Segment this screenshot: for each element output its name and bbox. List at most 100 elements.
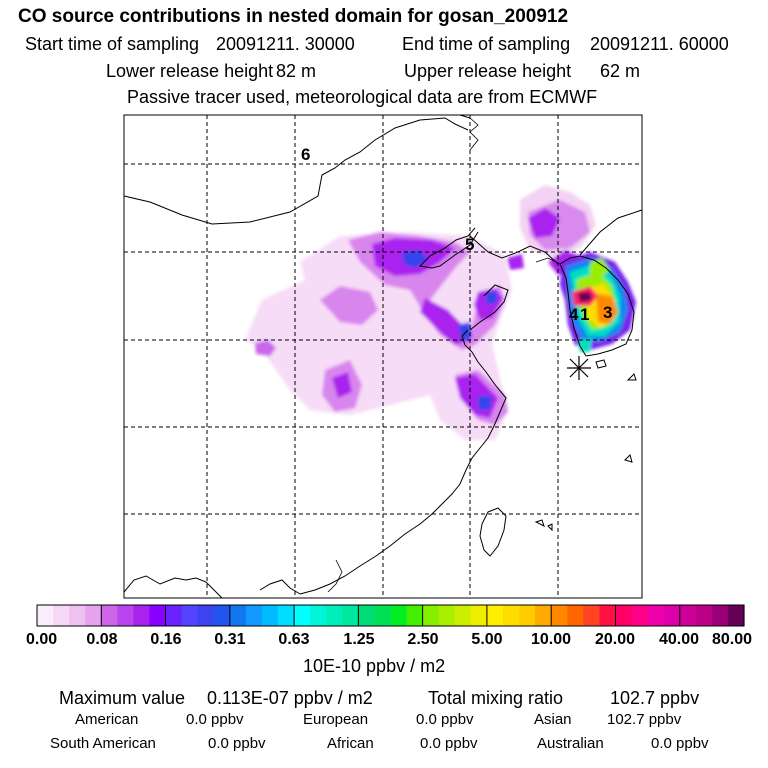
blue-core-area [402, 250, 428, 268]
blue-core-area [458, 322, 472, 342]
colorbar-swatch [631, 605, 649, 626]
region-name: Australian [537, 735, 604, 752]
colorbar-swatch [711, 605, 729, 626]
mid-concentration-area [320, 286, 378, 325]
colorbar-swatch [727, 605, 745, 626]
blue-core-area [478, 396, 492, 410]
lower-height-label: Lower release height [106, 61, 274, 81]
colorbar-swatch [663, 605, 681, 626]
colorbar-swatch [599, 605, 617, 626]
contour-label: 6 [301, 145, 310, 164]
colorbar-swatch [310, 605, 327, 626]
low-concentration-area [245, 232, 512, 440]
colorbar-swatch [326, 605, 343, 626]
colorbar-swatch [213, 605, 231, 626]
colorbar-tick-label: 0.16 [150, 631, 182, 648]
colorbar-tick-label: 40.00 [658, 631, 700, 648]
colorbar-swatch [679, 605, 697, 626]
colorbar-tick-label: 80.00 [712, 631, 753, 648]
colorbar-tick-label: 0.00 [26, 631, 58, 648]
korea-hotspot [596, 294, 618, 324]
colorbar-tick-label: 10.00 [530, 631, 572, 648]
colorbar-swatch [53, 605, 70, 626]
contour-label: 1 [580, 305, 589, 324]
end-time-label: End time of sampling [402, 34, 571, 54]
colorbar-tick-label: 2.50 [407, 631, 439, 648]
high-concentration-area [507, 254, 524, 270]
region-value: 0.0 ppbv [651, 735, 709, 752]
colorbar-swatch [535, 605, 552, 626]
colorbar-tick-label: 0.08 [86, 631, 118, 648]
total-mixing-label: Total mixing ratio [428, 688, 564, 708]
concentration-field [245, 185, 636, 440]
colorbar-units: 10E-10 ppbv / m2 [303, 656, 446, 676]
tracer-note: Passive tracer used, meteorological data… [127, 87, 598, 107]
colorbar-tick-label: 5.00 [471, 631, 503, 648]
colorbar-tick-label: 1.25 [343, 631, 375, 648]
upper-height-value: 62 m [600, 61, 641, 81]
colorbar-swatch [583, 605, 600, 626]
colorbar-swatch [519, 605, 536, 626]
region-value: 0.0 ppbv [186, 711, 244, 728]
colorbar-swatch [229, 605, 247, 626]
korea-hotspot [590, 258, 610, 278]
colorbar-tick-label: 0.63 [278, 631, 310, 648]
region-name: American [75, 711, 139, 728]
colorbar-swatch [567, 605, 584, 626]
high-concentration-area [528, 208, 560, 238]
colorbar-swatch [695, 605, 713, 626]
korea-hotspot [578, 292, 592, 302]
colorbar-tick-label: 0.31 [214, 631, 246, 648]
start-time-label: Start time of sampling [25, 34, 200, 54]
contour-label: 3 [603, 303, 612, 322]
colorbar-swatch [181, 605, 199, 626]
colorbar-swatch [358, 605, 376, 626]
colorbar-swatch [165, 605, 183, 626]
colorbar-swatch [422, 605, 440, 626]
colorbar-swatch [502, 605, 520, 626]
total-mixing-value: 102.7 ppbv [610, 688, 700, 708]
colorbar-swatch [278, 605, 295, 626]
colorbar-swatch [294, 605, 311, 626]
lower-height-value: 82 m [276, 61, 317, 81]
colorbar-swatch [390, 605, 408, 626]
colorbar-tick-label: 20.00 [594, 631, 636, 648]
blue-core-area [486, 292, 498, 304]
upper-height-label: Upper release height [404, 61, 572, 81]
colorbar-swatch [261, 605, 279, 626]
max-value-label: Maximum value [59, 688, 186, 708]
map-frame [123, 114, 643, 599]
colorbar-swatch [245, 605, 263, 626]
colorbar-swatch [37, 605, 54, 626]
plot-title: CO source contributions in nested domain… [18, 6, 569, 27]
colorbar-swatch [647, 605, 665, 626]
contour-label: 5 [465, 235, 474, 254]
mid-concentration-area [255, 340, 276, 356]
start-time-value: 20091211. 30000 [216, 34, 355, 54]
receptor-star-icon [567, 356, 591, 380]
region-value: 0.0 ppbv [208, 735, 266, 752]
colorbar-swatch [117, 605, 135, 626]
region-name: European [303, 711, 369, 728]
colorbar-swatch [406, 605, 424, 626]
colorbar-swatch [438, 605, 456, 626]
colorbar-swatch [69, 605, 86, 626]
colorbar-swatch [470, 605, 488, 626]
colorbar-swatch [149, 605, 167, 626]
colorbar-swatch [454, 605, 472, 626]
end-time-value: 20091211. 60000 [590, 34, 729, 54]
high-concentration-area [420, 298, 470, 345]
contour-label: 4 [569, 305, 579, 324]
colorbar-swatch [133, 605, 151, 626]
region-value: 102.7 ppbv [607, 711, 682, 728]
colorbar-frame [36, 604, 745, 627]
region-name: Asian [534, 711, 572, 728]
colorbar [37, 605, 745, 626]
region-name: South American [50, 735, 156, 752]
colorbar-swatch [101, 605, 118, 626]
colorbar-swatch [197, 605, 215, 626]
coastlines [124, 115, 642, 598]
colorbar-swatch [551, 605, 568, 626]
